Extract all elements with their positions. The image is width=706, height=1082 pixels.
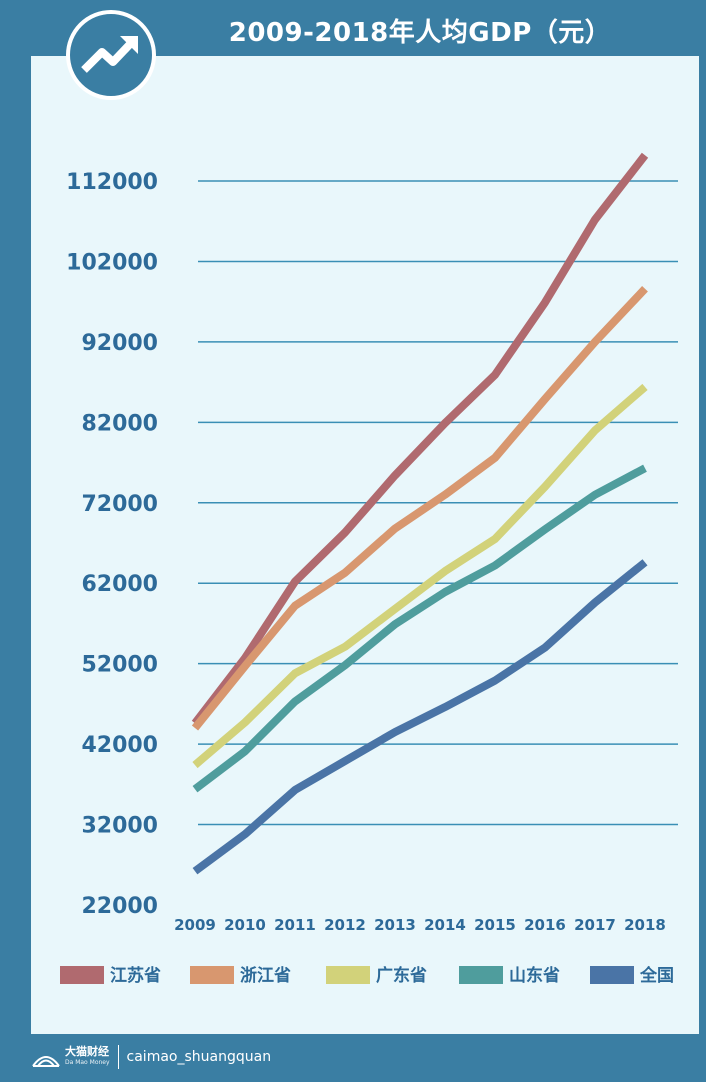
legend-swatch — [326, 966, 370, 984]
series-line — [191, 286, 648, 731]
y-tick-label: 72000 — [81, 492, 158, 517]
y-tick-label: 42000 — [81, 733, 158, 758]
legend-label: 全国 — [639, 965, 674, 986]
x-tick-label: 2013 — [374, 916, 416, 934]
y-axis-ticks: 22000 32000 42000 52000 62000 72000 82000 92000… — [66, 170, 158, 919]
x-tick-label: 2010 — [224, 916, 266, 934]
legend-label: 广东省 — [376, 965, 427, 986]
social-handle: caimao_shuangquan — [126, 1049, 272, 1065]
x-axis-ticks: 2009 2010 2011 2012 2013 2014 2015 2016 2017 2018 — [174, 916, 666, 934]
chart-panel — [31, 56, 699, 1034]
y-tick-label: 22000 — [81, 894, 158, 919]
series-line — [192, 464, 647, 793]
x-tick-label: 2018 — [624, 916, 666, 934]
y-tick-label: 102000 — [66, 250, 158, 275]
x-tick-label: 2015 — [474, 916, 516, 934]
y-tick-label: 82000 — [81, 411, 158, 436]
x-tick-label: 2017 — [574, 916, 616, 934]
legend-swatch — [459, 966, 503, 984]
brand-name: 大猫财经 — [65, 1045, 109, 1058]
x-tick-label: 2012 — [324, 916, 366, 934]
chart-title: 2009-2018年人均GDP（元） — [228, 18, 612, 48]
legend-swatch — [60, 966, 104, 984]
brand-subtitle: Da Mao Money — [65, 1059, 110, 1066]
grid-lines — [198, 180, 678, 826]
series-line — [191, 152, 649, 726]
x-tick-label: 2014 — [424, 916, 466, 934]
y-tick-label: 62000 — [81, 572, 158, 597]
legend-swatch — [590, 966, 634, 984]
y-tick-label: 92000 — [81, 331, 158, 356]
legend-label: 浙江省 — [240, 965, 291, 986]
brand-logo-icon — [32, 1056, 60, 1067]
brand-text: 大猫财经 Da Mao Money — [65, 1046, 110, 1068]
logo-badge — [66, 10, 156, 100]
y-tick-label: 32000 — [81, 814, 158, 839]
legend-label: 山东省 — [509, 965, 560, 986]
trending-up-icon — [81, 36, 138, 73]
series-line — [192, 383, 648, 769]
x-tick-label: 2011 — [274, 916, 316, 934]
series-lines — [191, 152, 649, 875]
legend-swatch — [190, 966, 234, 984]
series-line — [192, 559, 648, 875]
footer-divider — [117, 1045, 119, 1069]
y-tick-label: 52000 — [81, 653, 158, 678]
footer: 大猫财经 Da Mao Money caimao_shuangquan — [31, 1042, 631, 1072]
legend-label: 江苏省 — [110, 965, 161, 986]
x-tick-label: 2009 — [174, 916, 216, 934]
y-tick-label: 112000 — [66, 170, 158, 195]
x-tick-label: 2016 — [524, 916, 566, 934]
legend: 江苏省 浙江省 广东省 山东省 全国 — [60, 965, 674, 986]
